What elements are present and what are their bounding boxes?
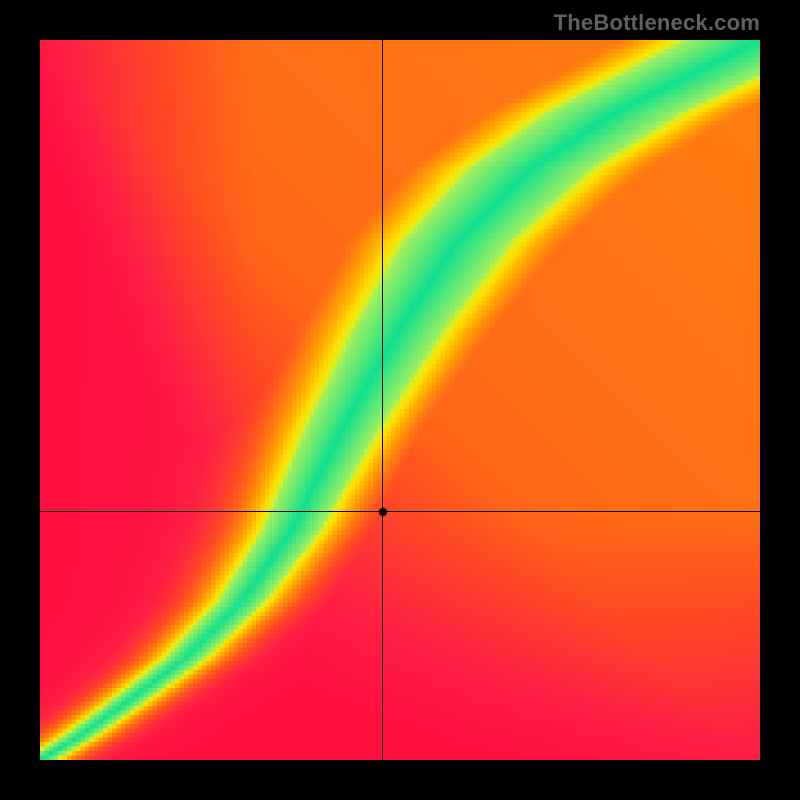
crosshair-dot bbox=[378, 507, 388, 517]
heatmap-canvas bbox=[40, 40, 760, 760]
watermark-text: TheBottleneck.com bbox=[554, 10, 760, 36]
crosshair-vertical bbox=[382, 40, 383, 760]
chart-frame: TheBottleneck.com bbox=[0, 0, 800, 800]
crosshair-horizontal bbox=[40, 511, 760, 512]
